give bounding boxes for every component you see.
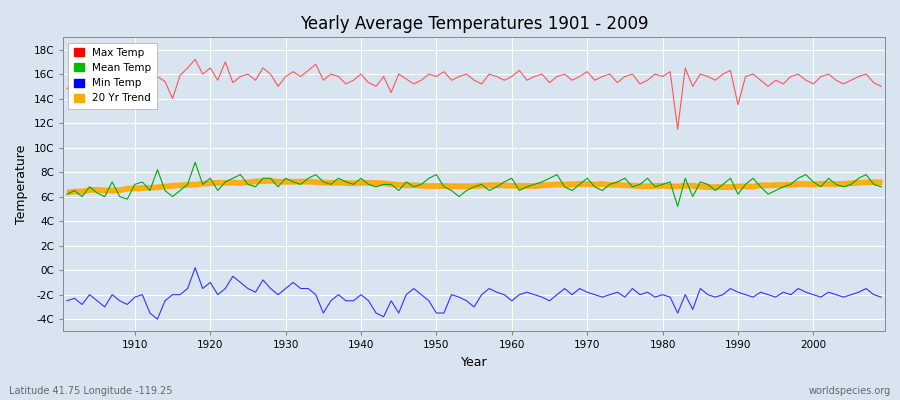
Min Temp	[876, 295, 886, 300]
Y-axis label: Temperature: Temperature	[15, 145, 28, 224]
Line: Min Temp: Min Temp	[67, 268, 881, 319]
Max Temp	[507, 74, 517, 79]
Mean Temp	[122, 197, 132, 202]
Min Temp	[514, 292, 525, 297]
Legend: Max Temp, Mean Temp, Min Temp, 20 Yr Trend: Max Temp, Mean Temp, Min Temp, 20 Yr Tre…	[68, 42, 157, 108]
Text: Latitude 41.75 Longitude -119.25: Latitude 41.75 Longitude -119.25	[9, 386, 173, 396]
Max Temp	[190, 57, 201, 62]
Mean Temp	[340, 180, 351, 184]
Mean Temp	[605, 182, 616, 187]
Min Temp	[61, 298, 72, 303]
Line: Mean Temp: Mean Temp	[67, 162, 881, 206]
Min Temp	[612, 290, 623, 295]
Title: Yearly Average Temperatures 1901 - 2009: Yearly Average Temperatures 1901 - 2009	[300, 15, 648, 33]
Text: worldspecies.org: worldspecies.org	[809, 386, 891, 396]
Max Temp	[295, 74, 306, 79]
Min Temp	[190, 265, 201, 270]
Max Temp	[605, 72, 616, 76]
Mean Temp	[295, 182, 306, 187]
Max Temp	[61, 86, 72, 91]
Min Temp	[302, 286, 313, 291]
Mean Temp	[514, 188, 525, 193]
Min Temp	[152, 317, 163, 322]
Min Temp	[521, 290, 532, 295]
Max Temp	[340, 82, 351, 86]
Mean Temp	[876, 184, 886, 189]
Line: Max Temp: Max Temp	[67, 59, 881, 129]
Max Temp	[514, 68, 525, 73]
Max Temp	[672, 127, 683, 132]
Mean Temp	[61, 192, 72, 196]
Max Temp	[876, 84, 886, 89]
Mean Temp	[507, 176, 517, 181]
Mean Temp	[672, 204, 683, 209]
Min Temp	[348, 298, 359, 303]
Min Temp	[122, 302, 132, 307]
X-axis label: Year: Year	[461, 356, 488, 369]
Mean Temp	[190, 160, 201, 165]
Max Temp	[122, 79, 132, 84]
